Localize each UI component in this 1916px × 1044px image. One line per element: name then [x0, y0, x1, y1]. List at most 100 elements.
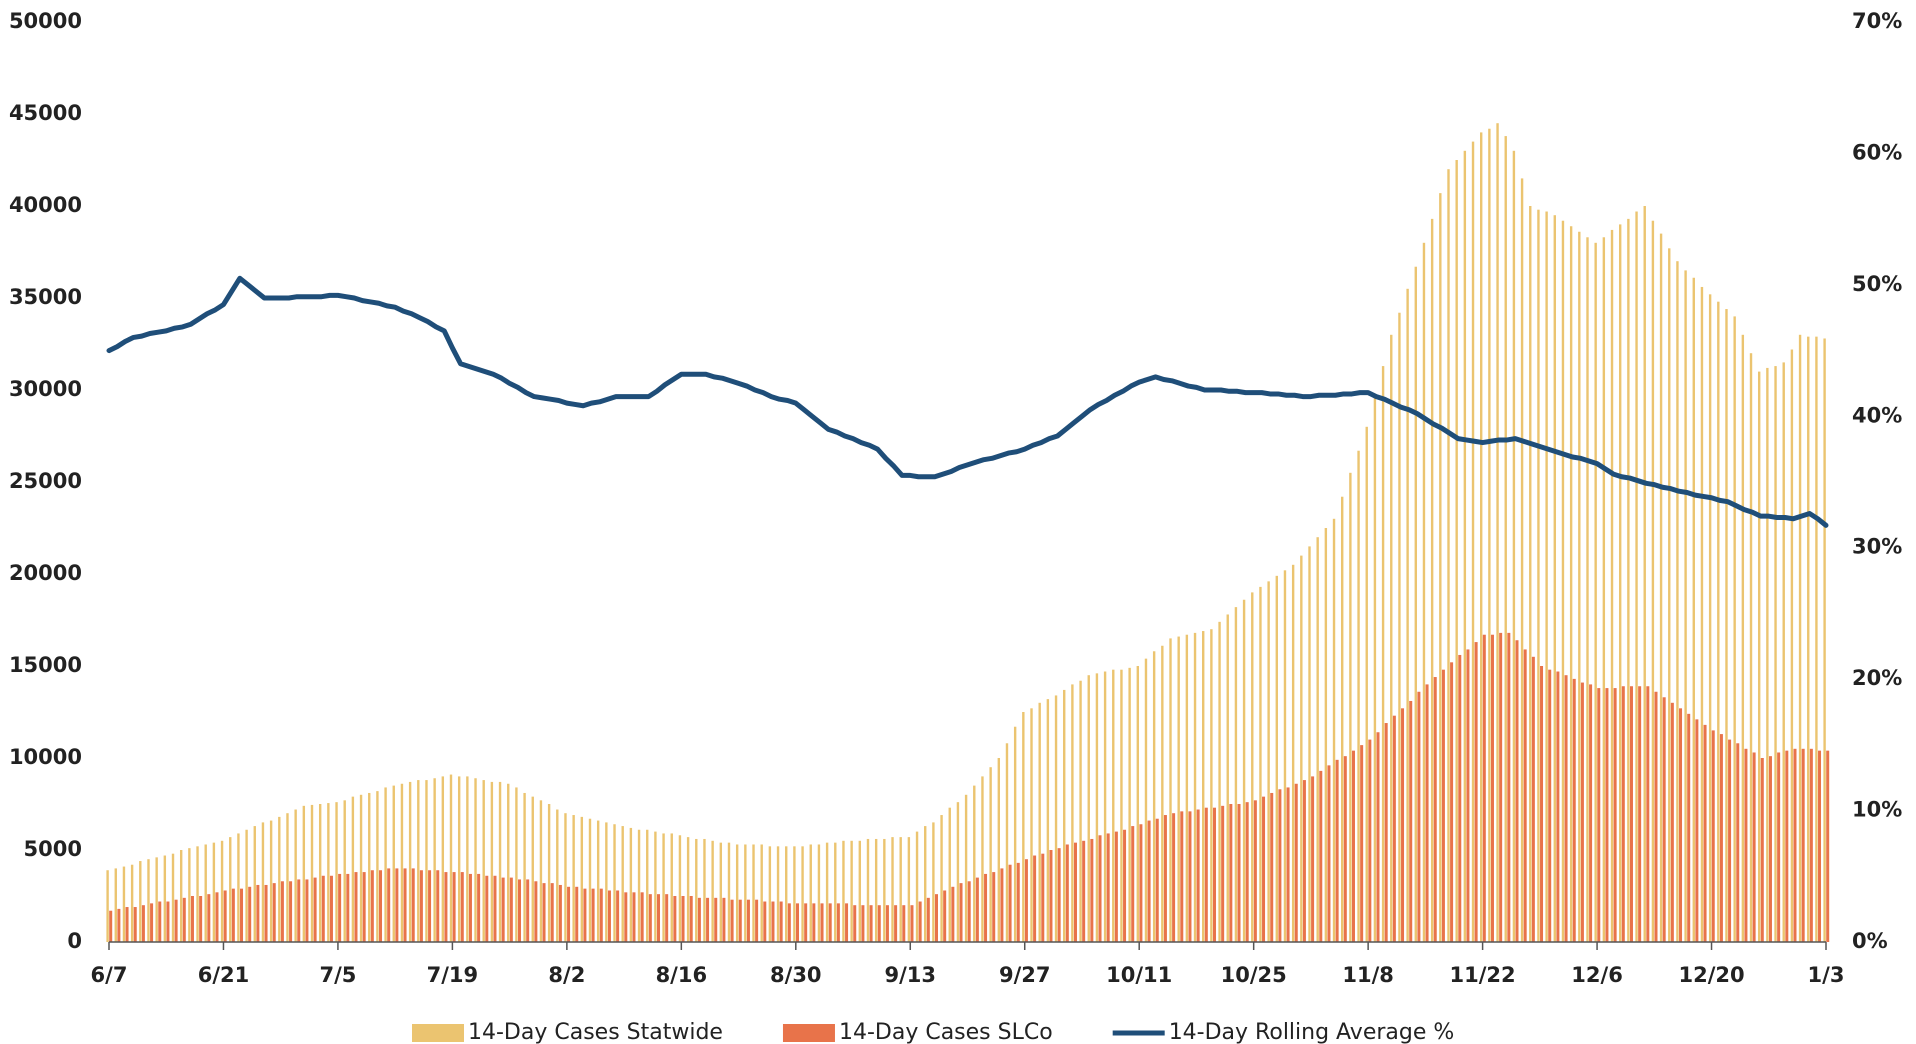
bar	[498, 781, 502, 942]
bar	[474, 778, 477, 942]
line	[106, 275, 1829, 528]
bar	[302, 805, 306, 942]
bar	[1030, 708, 1033, 942]
bar	[1144, 658, 1148, 942]
bar	[354, 872, 358, 942]
bar	[531, 796, 534, 942]
bar	[1629, 686, 1633, 942]
bar	[1016, 862, 1020, 942]
bar	[493, 875, 497, 942]
bar	[1572, 678, 1576, 942]
x-tick-label: 9/13	[885, 963, 937, 987]
bar	[1728, 739, 1732, 942]
bar	[1458, 654, 1462, 942]
bar	[1136, 666, 1139, 942]
y2-tick-label: 10%	[1852, 798, 1902, 822]
bar	[1161, 645, 1164, 942]
bar	[411, 868, 415, 942]
bar	[109, 910, 113, 942]
bar	[621, 826, 624, 942]
bar	[1103, 671, 1107, 942]
bar	[1520, 178, 1524, 942]
bar	[1291, 564, 1295, 942]
bar	[1823, 338, 1826, 943]
bar	[150, 903, 154, 942]
bar	[1392, 715, 1396, 942]
bar	[825, 842, 829, 942]
bar	[648, 894, 652, 942]
bar	[1401, 708, 1405, 942]
bar	[1826, 750, 1830, 942]
bar	[329, 875, 333, 942]
bar	[1733, 316, 1736, 942]
bar	[714, 897, 718, 942]
bar	[1406, 288, 1409, 942]
bar	[738, 899, 742, 942]
bar	[264, 884, 268, 942]
bar	[616, 890, 620, 942]
bar	[951, 886, 955, 942]
bar	[237, 833, 240, 942]
bar	[1120, 669, 1123, 942]
bar	[640, 892, 644, 942]
bar	[400, 783, 404, 942]
bar	[1760, 758, 1764, 942]
bar	[836, 903, 840, 942]
bar	[1818, 750, 1822, 942]
bar	[1073, 842, 1077, 942]
bar	[1651, 220, 1655, 943]
bar	[1496, 123, 1499, 942]
bar	[1079, 680, 1082, 942]
bar	[171, 853, 175, 942]
bar	[261, 822, 265, 942]
bar	[280, 881, 284, 942]
bar	[419, 870, 423, 942]
bar	[1790, 349, 1794, 942]
bar	[1540, 666, 1544, 942]
bar	[1480, 132, 1483, 942]
y-tick-label: 0	[67, 929, 82, 953]
bar	[1267, 581, 1270, 942]
bar	[485, 875, 489, 942]
bar	[575, 886, 579, 942]
bar	[1455, 160, 1458, 942]
bar	[1390, 334, 1393, 942]
bar	[359, 794, 363, 942]
bar	[1785, 750, 1789, 942]
bar	[1270, 792, 1274, 942]
bar	[1065, 844, 1069, 942]
bar	[613, 824, 616, 942]
bar	[629, 827, 633, 942]
bar	[1082, 840, 1086, 942]
bar	[1564, 675, 1568, 942]
bar	[817, 844, 821, 942]
bar	[460, 872, 464, 942]
bar	[1365, 426, 1368, 942]
bar	[1504, 136, 1507, 942]
bar	[1474, 642, 1478, 942]
x-tick-label: 12/6	[1571, 963, 1623, 987]
bar	[1749, 353, 1753, 942]
bar	[253, 826, 256, 942]
bar	[1095, 673, 1099, 942]
bar	[130, 864, 134, 942]
bar	[910, 905, 914, 942]
bar	[1439, 193, 1442, 942]
bar	[820, 903, 824, 942]
bar	[117, 908, 121, 942]
bar	[686, 837, 690, 942]
bar	[1409, 700, 1413, 942]
y-tick-label: 50000	[9, 9, 82, 33]
bar	[572, 815, 575, 942]
bar	[1422, 242, 1426, 943]
bar	[885, 905, 889, 942]
bar	[248, 886, 252, 942]
bar	[321, 875, 325, 942]
bar	[114, 868, 117, 942]
bar	[730, 899, 734, 942]
bar	[1147, 820, 1151, 942]
bar	[1700, 286, 1704, 943]
bar	[1618, 224, 1622, 942]
bar	[1586, 237, 1589, 942]
